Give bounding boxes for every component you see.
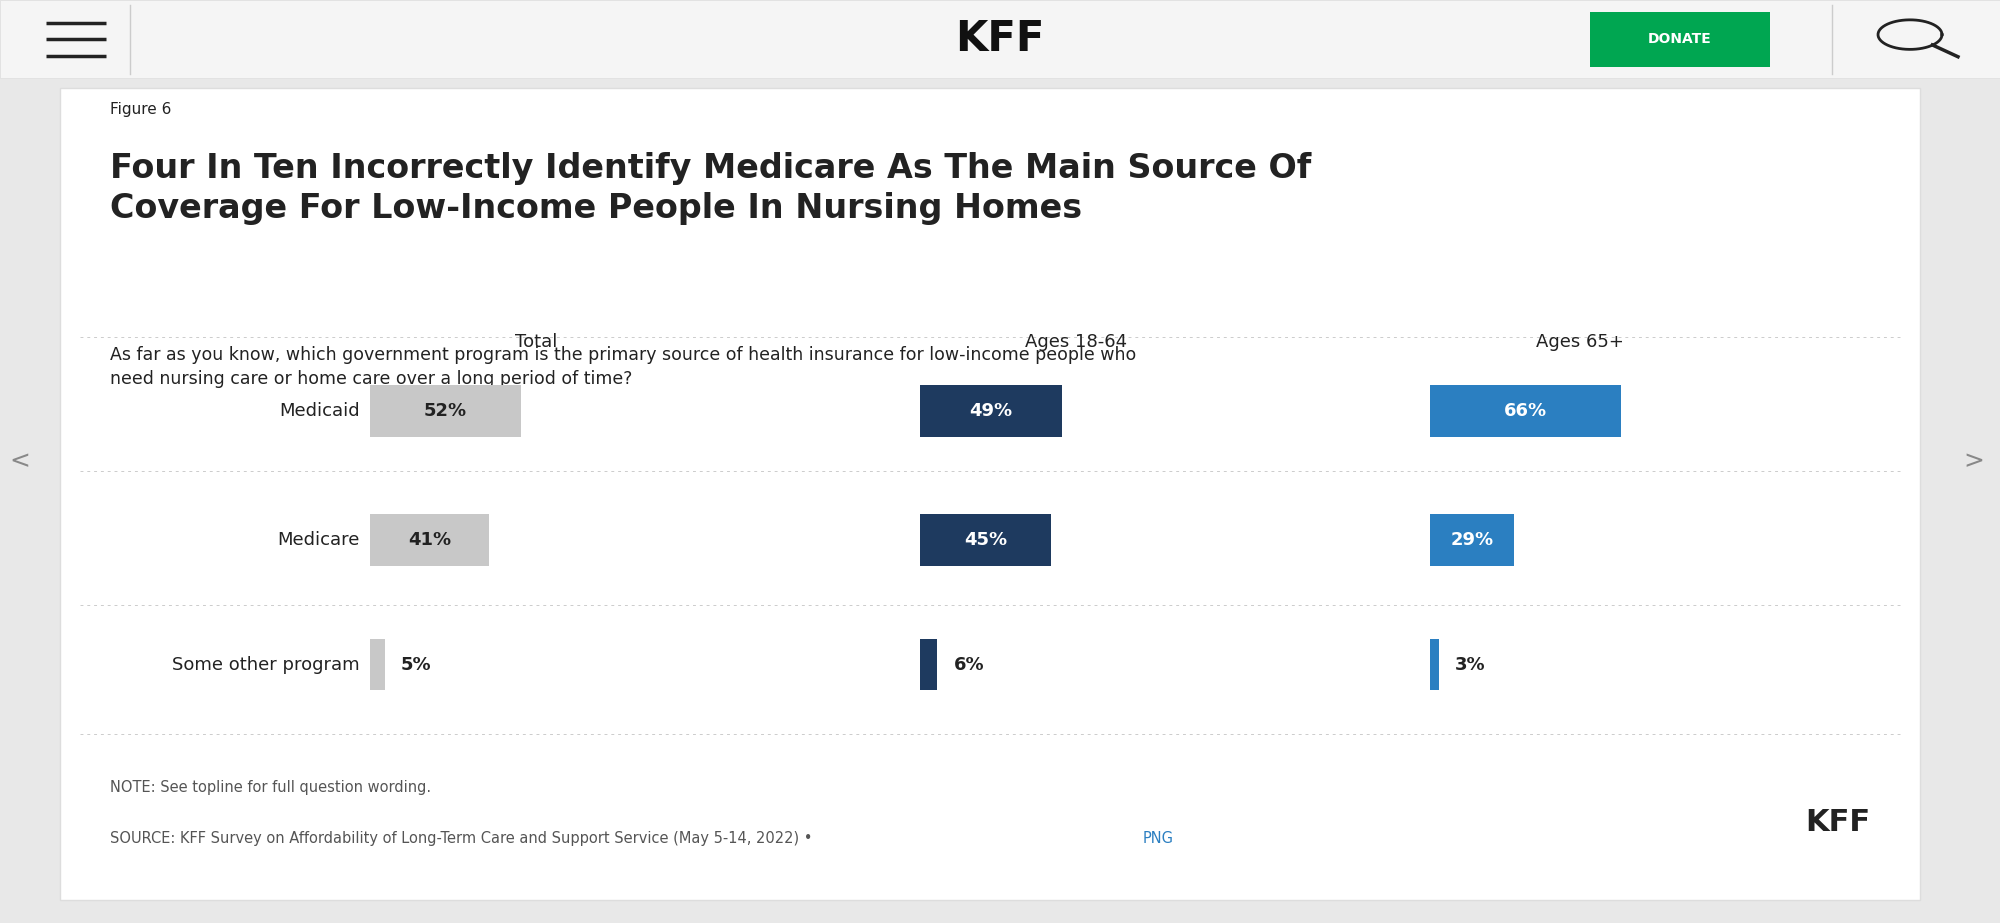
- Text: Medicaid: Medicaid: [280, 402, 360, 420]
- Text: >: >: [1964, 450, 1984, 473]
- Text: Figure 6: Figure 6: [110, 102, 172, 116]
- FancyBboxPatch shape: [60, 88, 1920, 900]
- FancyBboxPatch shape: [370, 514, 488, 566]
- FancyBboxPatch shape: [920, 639, 938, 690]
- Text: SOURCE: KFF Survey on Affordability of Long-Term Care and Support Service (May 5: SOURCE: KFF Survey on Affordability of L…: [110, 831, 818, 845]
- Text: As far as you know, which government program is the primary source of health ins: As far as you know, which government pro…: [110, 346, 1136, 388]
- FancyBboxPatch shape: [1430, 514, 1514, 566]
- Text: Ages 18-64: Ages 18-64: [1024, 332, 1128, 351]
- FancyBboxPatch shape: [920, 385, 1062, 437]
- Text: 3%: 3%: [1454, 655, 1486, 674]
- FancyBboxPatch shape: [1430, 385, 1622, 437]
- Text: Four In Ten Incorrectly Identify Medicare As The Main Source Of
Coverage For Low: Four In Ten Incorrectly Identify Medicar…: [110, 152, 1312, 225]
- Text: Ages 65+: Ages 65+: [1536, 332, 1624, 351]
- FancyBboxPatch shape: [1430, 639, 1438, 690]
- Text: 45%: 45%: [964, 531, 1006, 549]
- Text: KFF: KFF: [1804, 808, 1870, 836]
- Text: Some other program: Some other program: [172, 655, 360, 674]
- FancyBboxPatch shape: [920, 514, 1050, 566]
- FancyBboxPatch shape: [0, 0, 2000, 78]
- Text: 66%: 66%: [1504, 402, 1548, 420]
- Text: 29%: 29%: [1450, 531, 1494, 549]
- Text: <: <: [10, 450, 30, 473]
- FancyBboxPatch shape: [370, 639, 384, 690]
- Text: Medicare: Medicare: [278, 531, 360, 549]
- Text: 52%: 52%: [424, 402, 466, 420]
- Text: 41%: 41%: [408, 531, 452, 549]
- Text: DONATE: DONATE: [1648, 32, 1712, 46]
- Text: PNG: PNG: [1142, 831, 1174, 845]
- FancyBboxPatch shape: [1590, 12, 1770, 67]
- Text: 5%: 5%: [400, 655, 432, 674]
- FancyBboxPatch shape: [370, 385, 520, 437]
- Text: NOTE: See topline for full question wording.: NOTE: See topline for full question word…: [110, 780, 432, 795]
- Text: KFF: KFF: [956, 18, 1044, 60]
- Text: Total: Total: [514, 332, 558, 351]
- Text: 49%: 49%: [970, 402, 1012, 420]
- Text: 6%: 6%: [954, 655, 984, 674]
